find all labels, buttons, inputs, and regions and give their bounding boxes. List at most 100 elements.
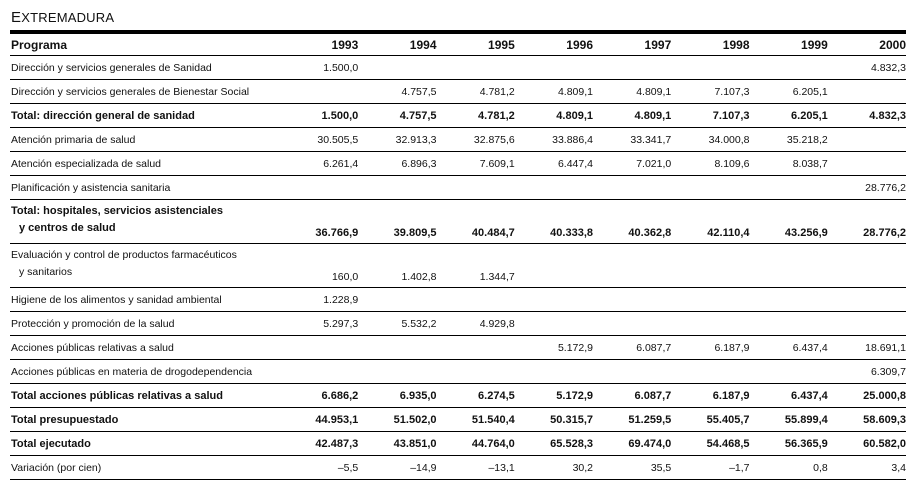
cell-1994 xyxy=(358,359,437,384)
cell-1998: 55.405,7 xyxy=(671,407,750,432)
cell-1995: 44.764,0 xyxy=(436,431,515,456)
cell-1993 xyxy=(280,79,359,104)
cell-2000 xyxy=(827,127,906,152)
row-label: Atención primaria de salud xyxy=(10,127,280,152)
row-label-line: Evaluación y control de productos farmac… xyxy=(11,249,237,261)
cell-1999: 55.899,4 xyxy=(749,407,828,432)
cell-1998: 34.000,8 xyxy=(671,127,750,152)
cell-2000 xyxy=(827,311,906,336)
table-row: Acciones públicas relativas a salud 5.172… xyxy=(10,335,906,360)
cell-1997 xyxy=(593,311,672,336)
cell-1999: 43.256,9 xyxy=(749,199,828,244)
cell-1995 xyxy=(436,287,515,312)
cell-1999 xyxy=(749,287,828,312)
cell-1999: 6.205,1 xyxy=(749,79,828,104)
table-title-rest: XTREMADURA xyxy=(21,10,115,25)
row-label: Total: dirección general de sanidad xyxy=(10,103,280,128)
cell-1994: 5.532,2 xyxy=(358,311,437,336)
table-row: Protección y promoción de la salud 5.297,… xyxy=(10,311,906,336)
total-row: Total: hospitales, servicios asistencial… xyxy=(10,199,906,244)
row-label-line: Variación (por cien) xyxy=(11,461,102,474)
cell-1994: 6.935,0 xyxy=(358,383,437,408)
cell-1995: 7.609,1 xyxy=(436,151,515,176)
cell-1995: –13,1 xyxy=(436,455,515,480)
row-label: Dirección y servicios generales de Biene… xyxy=(10,79,280,104)
row-label-line: Total: hospitales, servicios asistencial… xyxy=(11,205,223,217)
total-row: Total presupuestado 44.953,1 51.502,0 51.54… xyxy=(10,407,906,432)
cell-1994: 43.851,0 xyxy=(358,431,437,456)
cell-1996 xyxy=(514,243,593,288)
column-header-1998: 1998 xyxy=(671,32,750,56)
cell-1997: 6.087,7 xyxy=(593,335,672,360)
cell-1994: 1.402,8 xyxy=(358,243,437,288)
cell-1997: 4.809,1 xyxy=(593,79,672,104)
cell-1998: 7.107,3 xyxy=(671,103,750,128)
cell-2000: 4.832,3 xyxy=(827,55,906,80)
cell-1998 xyxy=(671,311,750,336)
row-label: Variación (por cien) xyxy=(10,455,280,480)
cell-1994 xyxy=(358,287,437,312)
cell-2000: 4.832,3 xyxy=(827,103,906,128)
cell-1996 xyxy=(514,55,593,80)
cell-1998: 6.187,9 xyxy=(671,383,750,408)
cell-1996 xyxy=(514,175,593,200)
cell-1999: 56.365,9 xyxy=(749,431,828,456)
table-row: Atención especializada de salud 6.261,4 6.… xyxy=(10,151,906,176)
header-row: Programa 1993 1994 1995 1996 1997 1998 1999 2000 xyxy=(10,32,906,56)
cell-1996: 6.447,4 xyxy=(514,151,593,176)
cell-1995: 51.540,4 xyxy=(436,407,515,432)
cell-1997 xyxy=(593,175,672,200)
row-label-line: Total ejecutado xyxy=(11,437,91,450)
cell-2000: 18.691,1 xyxy=(827,335,906,360)
cell-1994: 4.757,5 xyxy=(358,79,437,104)
row-label: Total presupuestado xyxy=(10,407,280,432)
cell-2000: 28.776,2 xyxy=(827,199,906,244)
cell-1996 xyxy=(514,311,593,336)
cell-1999 xyxy=(749,55,828,80)
cell-2000: 58.609,3 xyxy=(827,407,906,432)
row-label-line: Planificación y asistencia sanitaria xyxy=(11,181,171,194)
row-label: Total ejecutado xyxy=(10,431,280,456)
cell-1997 xyxy=(593,243,672,288)
row-label: Planificación y asistencia sanitaria xyxy=(10,175,280,200)
row-label-line: Dirección y servicios generales de Biene… xyxy=(11,85,250,98)
row-label-line: Total: dirección general de sanidad xyxy=(11,109,195,122)
cell-1998: 8.109,6 xyxy=(671,151,750,176)
cell-1993: 36.766,9 xyxy=(280,199,359,244)
cell-1997: 40.362,8 xyxy=(593,199,672,244)
cell-1998: 42.110,4 xyxy=(671,199,750,244)
cell-1997: 33.341,7 xyxy=(593,127,672,152)
table-title-initial: E xyxy=(11,9,22,26)
cell-1995: 1.344,7 xyxy=(436,243,515,288)
cell-1995 xyxy=(436,175,515,200)
cell-1993: 6.686,2 xyxy=(280,383,359,408)
cell-1996: 65.528,3 xyxy=(514,431,593,456)
row-label-line: Acciones públicas en materia de drogodep… xyxy=(11,365,253,378)
table-row: Atención primaria de salud 30.505,5 32.913… xyxy=(10,127,906,152)
cell-2000: 25.000,8 xyxy=(827,383,906,408)
cell-1996: 4.809,1 xyxy=(514,103,593,128)
cell-1993 xyxy=(280,359,359,384)
cell-1993: 44.953,1 xyxy=(280,407,359,432)
cell-1997: 4.809,1 xyxy=(593,103,672,128)
cell-1999 xyxy=(749,359,828,384)
cell-1997 xyxy=(593,55,672,80)
cell-1993 xyxy=(280,175,359,200)
cell-1998 xyxy=(671,243,750,288)
cell-1998: 54.468,5 xyxy=(671,431,750,456)
cell-1994: 4.757,5 xyxy=(358,103,437,128)
cell-1994: 51.502,0 xyxy=(358,407,437,432)
cell-2000 xyxy=(827,151,906,176)
cell-1998 xyxy=(671,359,750,384)
cell-1993: 6.261,4 xyxy=(280,151,359,176)
row-label-line: y centros de salud xyxy=(19,222,116,234)
cell-1993: 1.228,9 xyxy=(280,287,359,312)
cell-1996: 5.172,9 xyxy=(514,335,593,360)
cell-1999 xyxy=(749,175,828,200)
cell-1995 xyxy=(436,55,515,80)
cell-2000: 60.582,0 xyxy=(827,431,906,456)
row-label: Acciones públicas en materia de drogodep… xyxy=(10,359,280,384)
column-header-2000: 2000 xyxy=(827,32,906,56)
cell-1996: 5.172,9 xyxy=(514,383,593,408)
cell-1996 xyxy=(514,287,593,312)
